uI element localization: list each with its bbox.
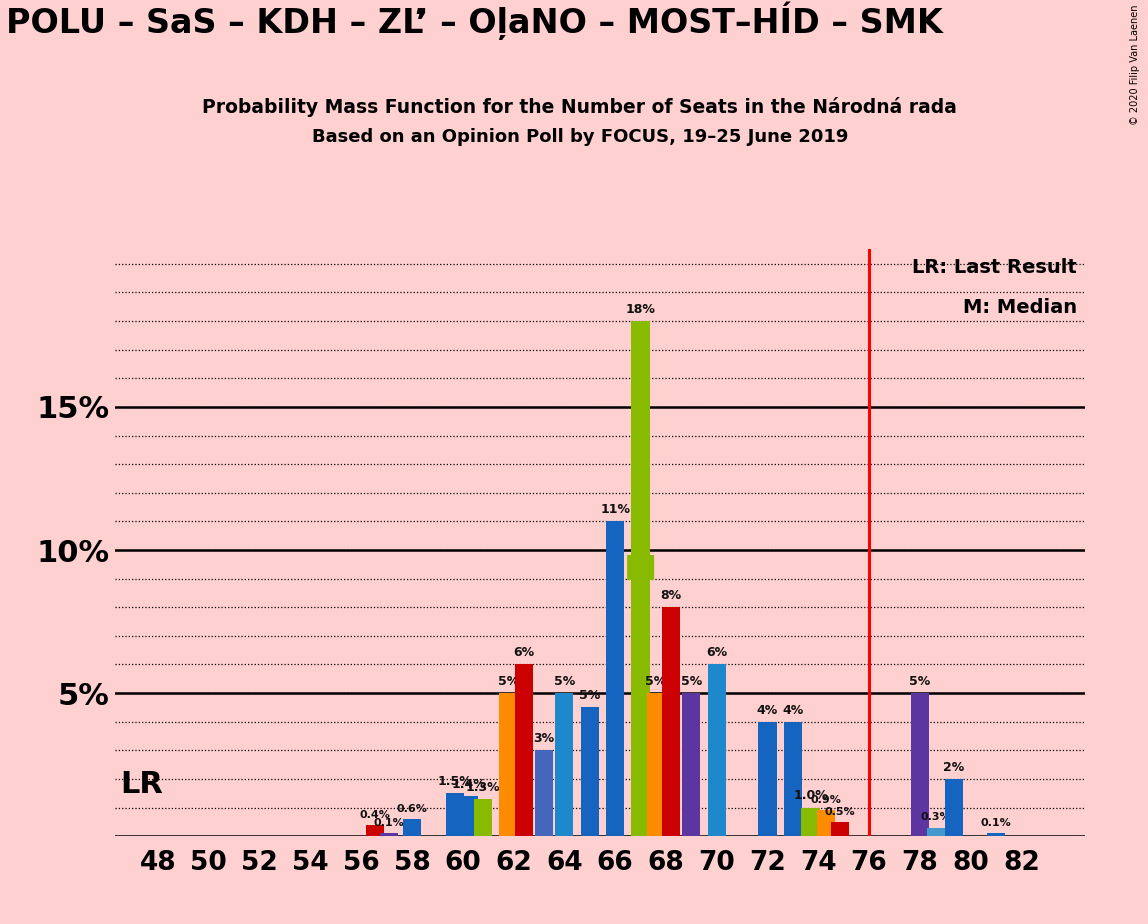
Bar [581,708,599,836]
Bar [816,810,835,836]
Bar [910,693,929,836]
Bar [499,693,518,836]
Text: M: M [623,554,657,588]
Bar [366,825,385,836]
Text: 11%: 11% [600,504,630,517]
Text: 1.4%: 1.4% [451,778,487,791]
Text: 4%: 4% [782,703,804,717]
Text: 18%: 18% [626,303,656,316]
Text: 3%: 3% [534,732,554,745]
Bar [801,808,820,836]
Text: 5%: 5% [579,689,600,702]
Text: 5%: 5% [909,675,930,688]
Bar [631,321,650,836]
Text: 1.3%: 1.3% [466,781,501,794]
Text: 5%: 5% [553,675,575,688]
Bar [784,722,802,836]
Bar [445,794,464,836]
Text: Based on an Opinion Poll by FOCUS, 19–25 June 2019: Based on an Opinion Poll by FOCUS, 19–25… [311,128,848,145]
Bar [556,693,573,836]
Text: 6%: 6% [706,647,727,660]
Bar [928,828,946,836]
Bar [460,796,479,836]
Bar [514,664,533,836]
Bar [646,693,665,836]
Text: 0.9%: 0.9% [810,796,841,806]
Bar [831,822,850,836]
Text: 2%: 2% [944,760,964,773]
Text: 0.5%: 0.5% [824,807,855,817]
Text: 0.6%: 0.6% [396,804,427,814]
Text: POLU – SaS – KDH – ZĽ’ – OļaNO – MOST–HÍD – SMK: POLU – SaS – KDH – ZĽ’ – OļaNO – MOST–HÍ… [6,2,943,41]
Text: 5%: 5% [498,675,519,688]
Text: 6%: 6% [513,647,534,660]
Bar [707,664,726,836]
Text: Probability Mass Function for the Number of Seats in the Národná rada: Probability Mass Function for the Number… [202,97,957,117]
Text: M: Median: M: Median [963,298,1077,317]
Bar [474,799,492,836]
Text: 0.1%: 0.1% [980,819,1011,828]
Bar [987,833,1006,836]
Bar [606,521,625,836]
Text: LR: Last Result: LR: Last Result [913,258,1077,277]
Text: 5%: 5% [681,675,701,688]
Text: 8%: 8% [660,590,682,602]
Text: 4%: 4% [757,703,778,717]
Bar [759,722,776,836]
Text: © 2020 Filip Van Laenen: © 2020 Filip Van Laenen [1130,5,1140,125]
Bar [403,819,421,836]
Text: 5%: 5% [645,675,666,688]
Text: 1.5%: 1.5% [437,775,473,788]
Text: 0.4%: 0.4% [359,809,390,820]
Bar [535,750,553,836]
Bar [380,833,398,836]
Bar [661,607,680,836]
Bar [682,693,700,836]
Text: 0.3%: 0.3% [921,812,952,822]
Text: 1.0%: 1.0% [793,789,828,802]
Text: LR: LR [119,770,163,799]
Text: 0.1%: 0.1% [374,819,404,828]
Bar [945,779,963,836]
